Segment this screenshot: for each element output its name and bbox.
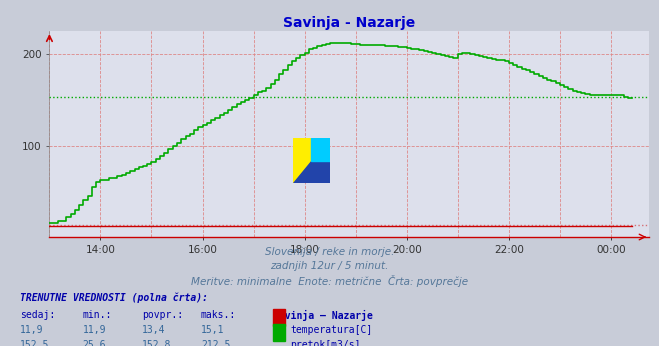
Text: 11,9: 11,9 — [82, 325, 106, 335]
Text: pretok[m3/s]: pretok[m3/s] — [290, 340, 360, 346]
Text: TRENUTNE VREDNOSTI (polna črta):: TRENUTNE VREDNOSTI (polna črta): — [20, 292, 208, 303]
Text: zadnjih 12ur / 5 minut.: zadnjih 12ur / 5 minut. — [270, 261, 389, 271]
Text: 11,9: 11,9 — [20, 325, 43, 335]
Text: sedaj:: sedaj: — [20, 310, 55, 320]
Text: maks.:: maks.: — [201, 310, 236, 320]
Text: 152,5: 152,5 — [20, 340, 49, 346]
Text: Meritve: minimalne  Enote: metrične  Črta: povprečje: Meritve: minimalne Enote: metrične Črta:… — [191, 275, 468, 287]
Text: temperatura[C]: temperatura[C] — [290, 325, 372, 335]
Bar — [312, 138, 330, 161]
Polygon shape — [312, 138, 330, 161]
Text: 25,6: 25,6 — [82, 340, 106, 346]
Text: povpr.:: povpr.: — [142, 310, 183, 320]
Polygon shape — [293, 138, 330, 183]
Text: 13,4: 13,4 — [142, 325, 165, 335]
Text: Slovenija / reke in morje.: Slovenija / reke in morje. — [265, 247, 394, 257]
Text: 152,8: 152,8 — [142, 340, 171, 346]
Text: 212,5: 212,5 — [201, 340, 231, 346]
Text: min.:: min.: — [82, 310, 112, 320]
Text: Savinja – Nazarje: Savinja – Nazarje — [273, 310, 374, 321]
Text: 15,1: 15,1 — [201, 325, 225, 335]
Title: Savinja - Nazarje: Savinja - Nazarje — [283, 16, 415, 30]
Polygon shape — [293, 138, 330, 183]
